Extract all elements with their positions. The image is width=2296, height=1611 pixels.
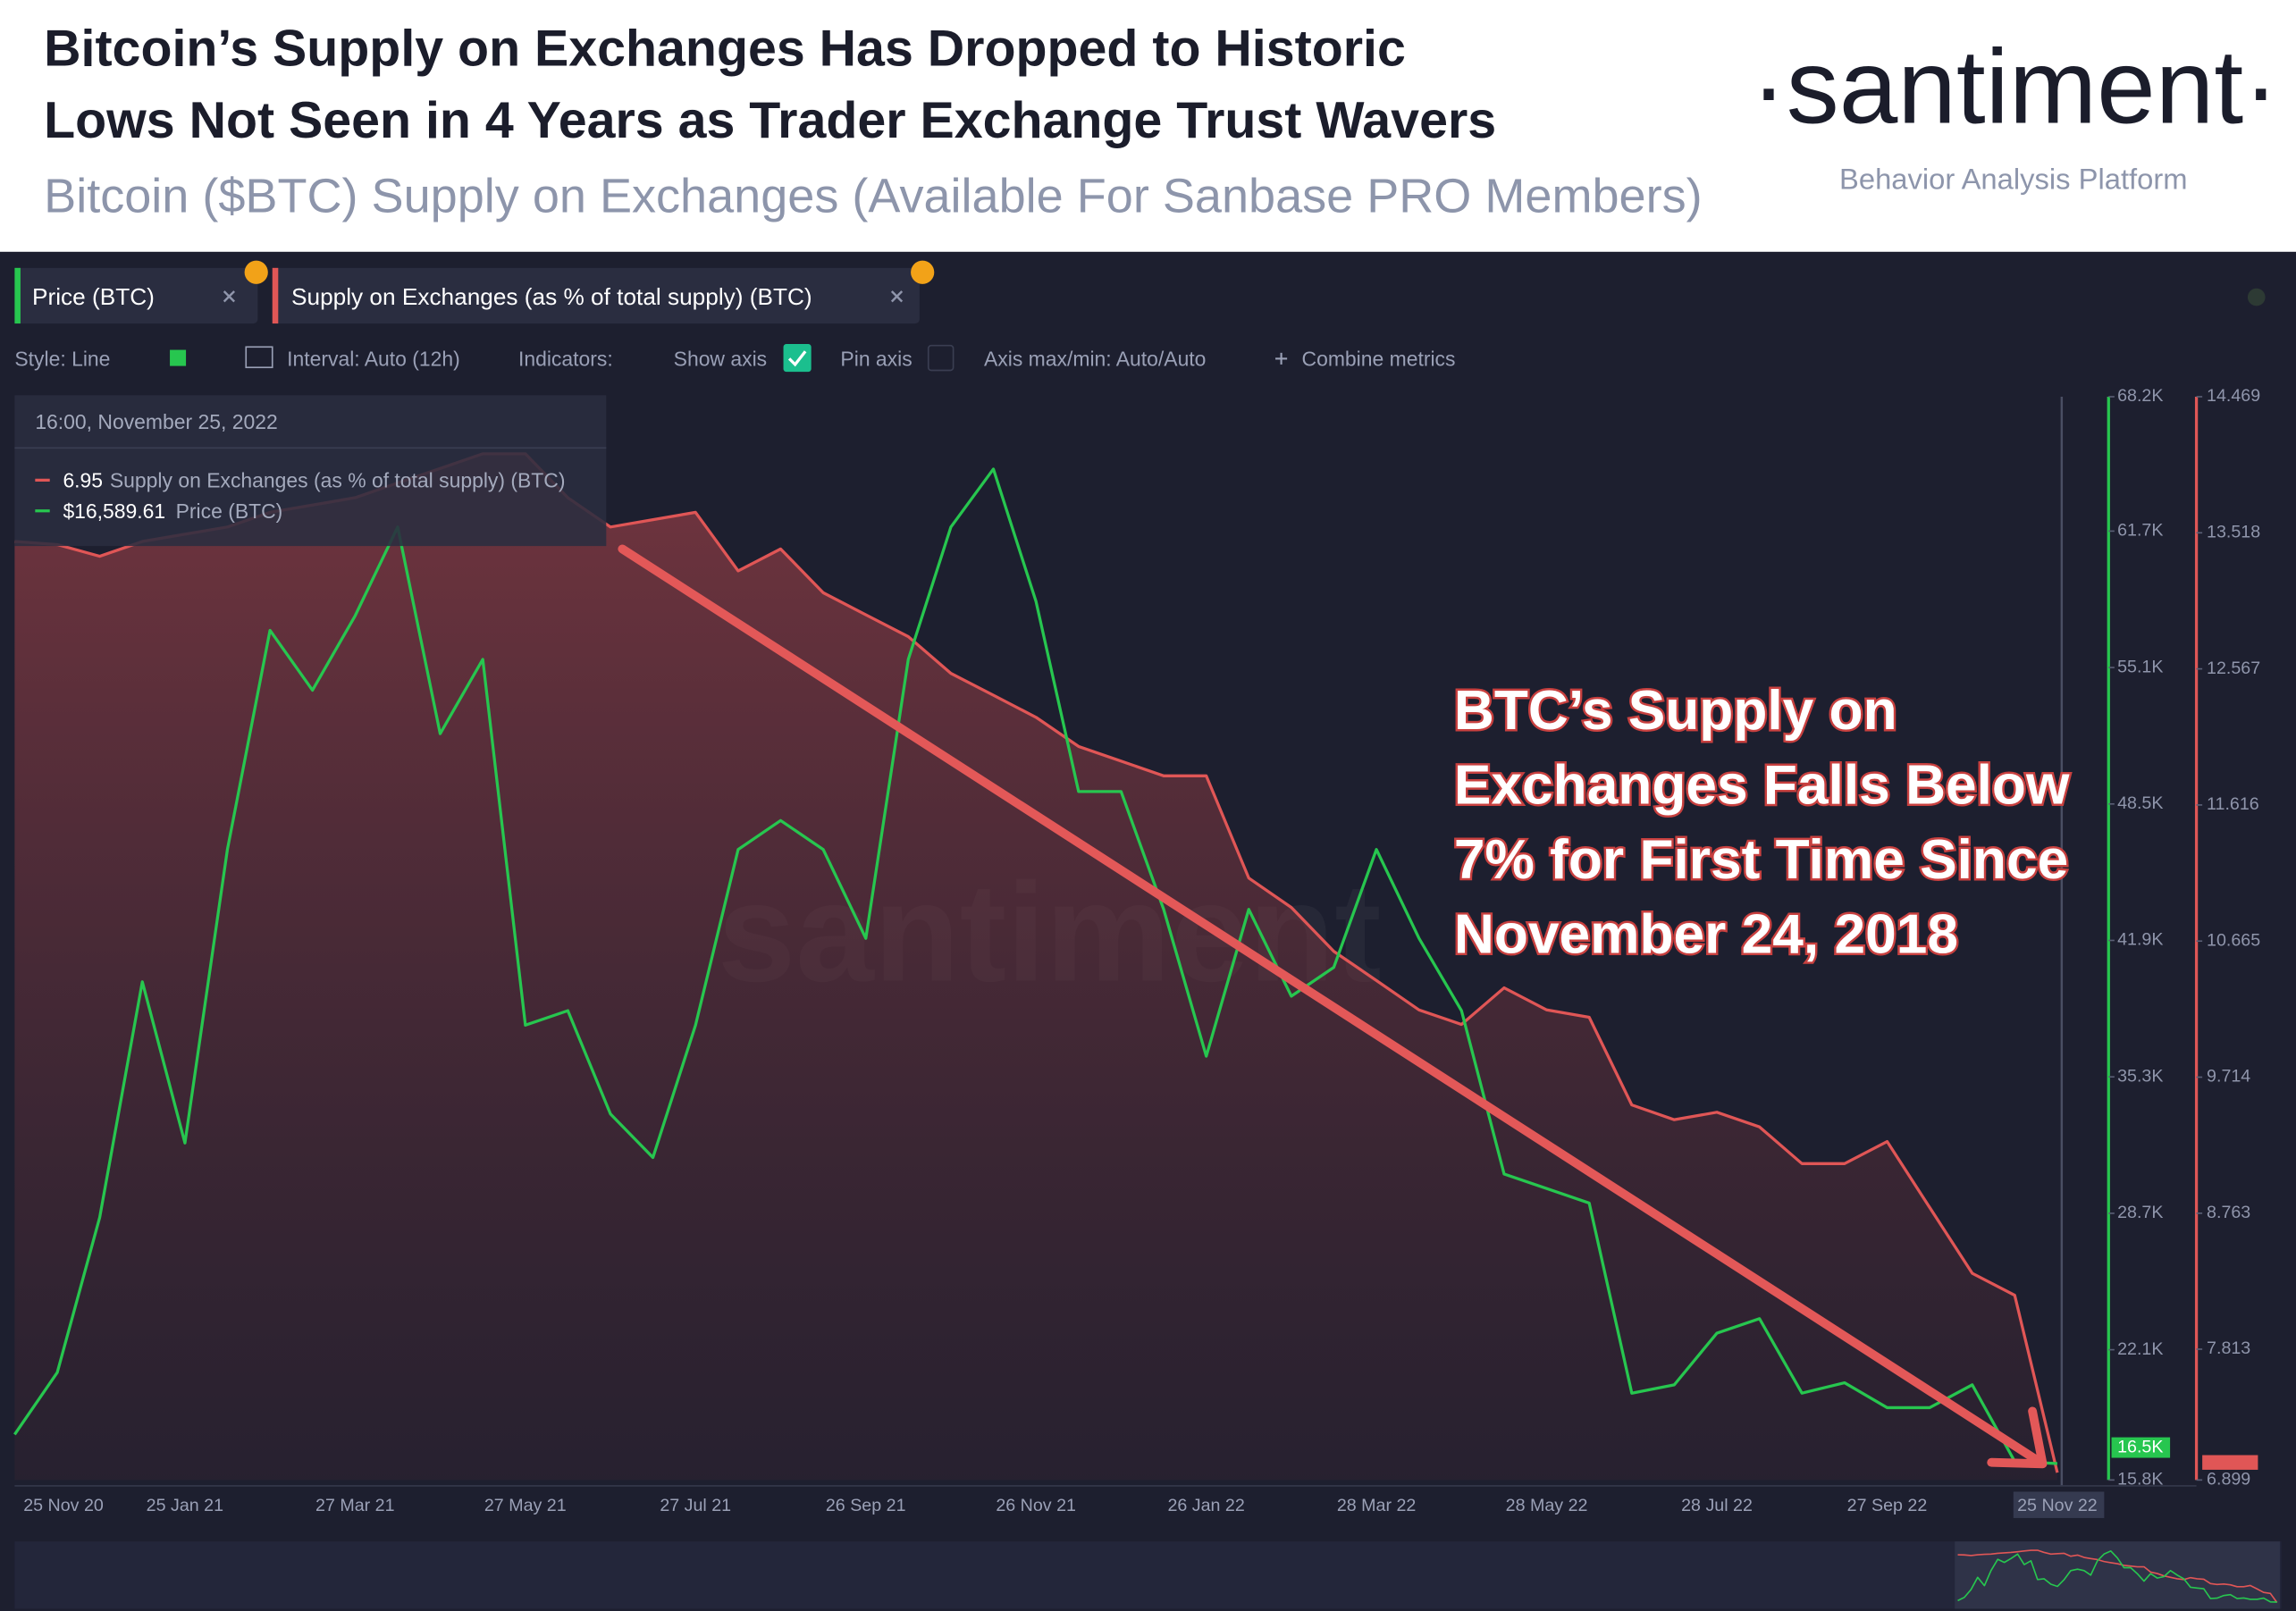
y2-tick-label: 10.665 <box>2207 930 2260 950</box>
y2-tick-label: 13.518 <box>2207 522 2260 541</box>
tooltip-value: 6.95 <box>63 469 103 492</box>
value-badge <box>2111 1437 2171 1458</box>
trend-arrowhead <box>1987 1406 2048 1469</box>
plot: 15.8K 22.1K 28.7K 35.3K 41.9K 48.5K 55.1K 61.7K… <box>13 386 2260 1518</box>
tab-accent <box>272 267 279 324</box>
title-line: Lows Not Seen in 4 Years as Trader Excha… <box>44 92 1496 149</box>
series-line <box>1957 1550 2277 1603</box>
x-tick-label: 27 Jul 21 <box>660 1496 731 1515</box>
y2-tick-label: 12.567 <box>2207 659 2260 678</box>
x-tick-label: 27 May 21 <box>484 1496 567 1515</box>
y2-tick-label: 6.899 <box>2207 1470 2250 1489</box>
y2-tick-label: 14.469 <box>2207 386 2260 406</box>
tooltip-bg <box>14 395 607 547</box>
subtitle: Bitcoin ($BTC) Supply on Exchanges (Avai… <box>44 170 1702 223</box>
x-tick-label: 27 Mar 21 <box>315 1496 395 1515</box>
check-mark <box>787 350 807 367</box>
y-tick-label: 41.9K <box>2117 930 2163 950</box>
tab-close-icons[interactable] <box>223 290 904 303</box>
tooltip-name: Price (BTC) <box>176 499 283 523</box>
y-tick-label: 15.8K <box>2117 1470 2163 1489</box>
tooltip-value: $16,589.61 <box>63 499 165 523</box>
x-tick-label: 25 Nov 22 <box>2017 1496 2098 1515</box>
tooltip-date: 16:00, November 25, 2022 <box>35 410 277 433</box>
series-line <box>13 467 2058 1465</box>
x-tick-label: 28 May 22 <box>1506 1496 1588 1515</box>
x-tick-label: 26 Nov 21 <box>996 1496 1076 1515</box>
value-badge <box>2202 1455 2258 1470</box>
x-tick-label: 27 Sep 22 <box>1847 1496 1928 1515</box>
x-tick-label: 25 Nov 20 <box>23 1496 104 1515</box>
plus-icon <box>1275 352 1288 365</box>
annotation-line: 7% for First Time Since <box>1454 829 2068 891</box>
tab-bg[interactable] <box>14 267 258 324</box>
trend-arrow <box>618 544 2043 1465</box>
y2-tick-label: 9.714 <box>2207 1067 2250 1087</box>
y-tick-label: 55.1K <box>2117 657 2163 676</box>
checkbox-checked[interactable] <box>783 344 812 373</box>
value-badge-label: 16.5K <box>2117 1437 2163 1456</box>
y2-tick-label: 11.616 <box>2207 794 2259 814</box>
x-tick-label: 28 Jul 22 <box>1681 1496 1753 1515</box>
brand-logo: ·santiment· <box>1751 28 2278 146</box>
header-bg <box>0 0 2296 252</box>
x-tick-label: 25 Jan 21 <box>147 1496 223 1515</box>
navigator-lines <box>1957 1549 2278 1603</box>
x-tick-label: 26 Jan 22 <box>1167 1496 1244 1515</box>
tab-accent <box>14 267 21 324</box>
tab-label[interactable]: Supply on Exchanges (as % of total suppl… <box>291 283 812 310</box>
x-tick-label: 28 Mar 22 <box>1337 1496 1417 1515</box>
y-tick-label: 48.5K <box>2117 793 2163 813</box>
annotation-line: November 24, 2018 <box>1454 904 1958 966</box>
toolbar-item[interactable]: Pin axis <box>840 348 912 371</box>
interval-icon <box>245 346 273 369</box>
navigator-window[interactable] <box>1955 1541 2280 1609</box>
btc-badge <box>911 260 935 284</box>
y-tick-label: 28.7K <box>2117 1203 2163 1222</box>
annotation-line: BTC’s Supply on <box>1454 680 1897 742</box>
x-tick-label: 26 Sep 21 <box>826 1496 906 1515</box>
annotation-line: Exchanges Falls Below <box>1454 754 2070 816</box>
y-tick-label: 35.3K <box>2117 1066 2163 1086</box>
toolbar-item[interactable]: Combine metrics <box>1302 348 1456 371</box>
y2-tick-label: 7.813 <box>2207 1338 2250 1358</box>
x-label-highlight <box>2013 1491 2105 1518</box>
toolbar-item[interactable]: Interval: Auto (12h) <box>287 348 460 371</box>
y-tick-label: 61.7K <box>2117 521 2163 541</box>
area-fill <box>14 453 2057 1481</box>
tab-bg[interactable] <box>272 267 920 324</box>
y-tick-label: 68.2K <box>2117 386 2163 406</box>
toolbar-item[interactable]: Axis max/min: Auto/Auto <box>984 348 1206 371</box>
toolbar-item[interactable]: Style: Line <box>14 348 110 371</box>
tab-label[interactable]: Price (BTC) <box>32 283 155 310</box>
checkbox[interactable] <box>927 344 955 372</box>
color-swatch[interactable] <box>170 349 187 366</box>
y-tick-label: 22.1K <box>2117 1339 2163 1359</box>
title-line: Bitcoin’s Supply on Exchanges Has Droppe… <box>44 21 1406 78</box>
y2-tick-label: 8.763 <box>2207 1203 2250 1222</box>
tooltip-name: Supply on Exchanges (as % of total suppl… <box>110 469 566 492</box>
navigator[interactable] <box>14 1541 2282 1609</box>
series-line <box>1957 1549 2278 1603</box>
toolbar-item[interactable]: Show axis <box>674 348 767 371</box>
toolbar-item[interactable]: Indicators: <box>518 348 613 371</box>
brand-tagline: Behavior Analysis Platform <box>1839 162 2188 195</box>
btc-badge <box>244 260 268 284</box>
status-dot <box>2247 288 2266 306</box>
